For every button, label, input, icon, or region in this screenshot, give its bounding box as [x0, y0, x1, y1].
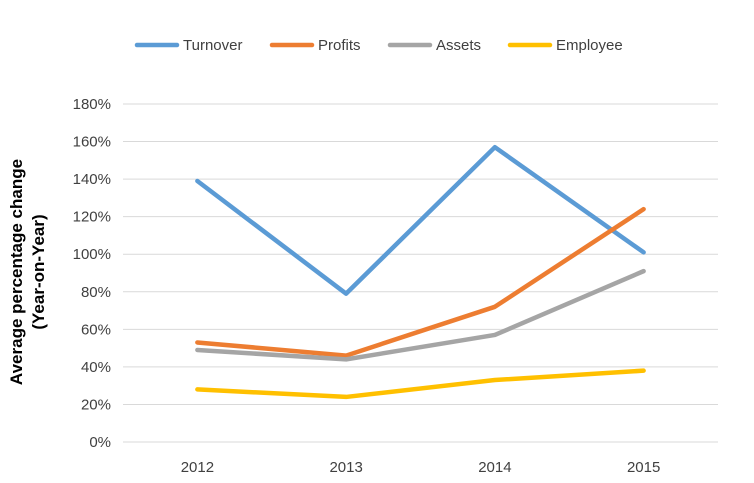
x-tick-label: 2015	[627, 459, 660, 476]
series-line-turnover	[197, 147, 643, 293]
legend-label-employee: Employee	[556, 37, 623, 54]
series-line-employee	[197, 371, 643, 397]
series-lines	[197, 147, 643, 397]
y-tick-label: 100%	[73, 246, 111, 263]
series-employee	[197, 371, 643, 397]
series-turnover	[197, 147, 643, 294]
y-tick-label: 80%	[81, 284, 111, 301]
legend-item-turnover: Turnover	[137, 37, 242, 54]
y-tick-label: 0%	[89, 434, 111, 451]
y-tick-label: 60%	[81, 321, 111, 338]
x-tick-label: 2012	[181, 459, 214, 476]
y-tick-label: 40%	[81, 359, 111, 376]
y-axis-label-line-2: (Year-on-Year)	[29, 214, 48, 329]
x-tick-label: 2014	[478, 459, 511, 476]
legend-item-employee: Employee	[510, 37, 623, 54]
y-tick-label: 160%	[73, 134, 111, 151]
x-tick-label: 2013	[329, 459, 362, 476]
y-tick-label: 20%	[81, 396, 111, 413]
y-tick-label: 140%	[73, 171, 111, 188]
legend-label-profits: Profits	[318, 37, 361, 54]
legend: Turnover Profits Assets Employee	[137, 37, 623, 54]
y-axis-label-line-1: Average percentage change	[7, 159, 26, 385]
legend-label-turnover: Turnover	[183, 37, 242, 54]
y-axis-ticks: 0% 20% 40% 60% 80% 100% 120% 140% 160% 180%	[73, 96, 111, 451]
legend-item-assets: Assets	[390, 37, 481, 54]
x-axis-ticks: 2012 2013 2014 2015	[181, 459, 661, 476]
y-tick-label: 120%	[73, 209, 111, 226]
legend-label-assets: Assets	[436, 37, 481, 54]
legend-item-profits: Profits	[272, 37, 361, 54]
y-tick-label: 180%	[73, 96, 111, 113]
